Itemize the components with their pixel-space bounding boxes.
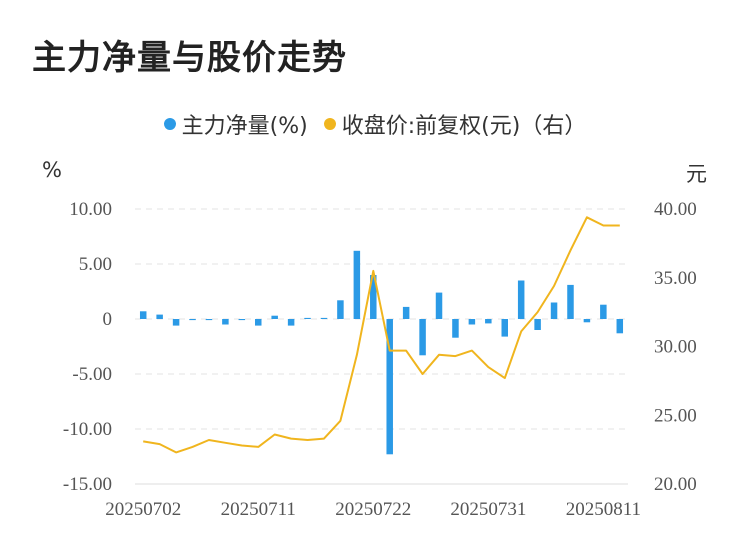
net-volume-bar <box>205 319 213 321</box>
net-volume-bar <box>255 319 262 326</box>
left-axis-unit: % <box>42 158 62 182</box>
net-volume-bar <box>189 319 196 321</box>
net-volume-bar <box>353 250 361 319</box>
legend-item-close-price[interactable]: 收盘价:前复权(元)（右） <box>323 108 587 140</box>
net-volume-bar <box>534 319 541 330</box>
right-tick-label: 35.00 <box>654 268 697 289</box>
left-tick-label: -15.00 <box>63 474 112 495</box>
net-volume-bar <box>517 280 525 319</box>
legend-marker-close-price <box>323 118 336 130</box>
net-volume-bar <box>452 319 459 338</box>
net-volume-bar <box>304 317 311 319</box>
net-volume-bar <box>485 319 492 324</box>
left-tick-label: 0 <box>103 309 113 330</box>
left-tick-label: -5.00 <box>72 364 112 385</box>
net-volume-bar <box>370 275 377 319</box>
net-volume-bar <box>320 317 328 319</box>
net-volume-bar <box>583 319 591 323</box>
net-volume-bar <box>419 319 426 356</box>
net-volume-bar <box>616 319 624 334</box>
net-volume-bar <box>271 315 278 319</box>
net-volume-bar <box>386 319 393 455</box>
net-volume-bar <box>402 306 410 319</box>
net-volume-bar <box>337 300 344 319</box>
net-volume-bar <box>435 292 443 319</box>
x-tick-label: 20250722 <box>335 499 411 520</box>
net-volume-bar <box>567 284 574 319</box>
net-volume-bar <box>222 319 229 325</box>
legend: 主力净量(%) 收盘价:前复权(元)（右） <box>0 108 750 140</box>
close-price-line <box>143 216 620 454</box>
right-tick-label: 20.00 <box>654 474 697 495</box>
left-tick-label: 10.00 <box>69 199 112 220</box>
left-tick-label: 5.00 <box>79 254 112 275</box>
net-volume-bar <box>468 319 476 325</box>
net-volume-bar <box>156 314 163 319</box>
x-tick-label: 20250702 <box>105 499 181 520</box>
x-tick-label: 20250731 <box>450 499 526 520</box>
legend-item-net-volume[interactable]: 主力净量(%) <box>163 108 308 140</box>
right-tick-label: 30.00 <box>654 337 697 358</box>
net-volume-bar <box>287 319 295 326</box>
chart-title: 主力净量与股价走势 <box>32 38 347 78</box>
net-volume-bar <box>501 319 508 337</box>
left-tick-label: -10.00 <box>63 419 112 440</box>
net-volume-bar <box>550 302 558 319</box>
legend-marker-net-volume <box>163 118 176 130</box>
legend-label-close-price: 收盘价:前复权(元)（右） <box>341 114 587 139</box>
legend-label-net-volume: 主力净量(%) <box>181 114 308 139</box>
right-tick-label: 40.00 <box>654 199 697 220</box>
x-tick-label: 20250711 <box>221 499 296 520</box>
right-tick-label: 25.00 <box>654 405 697 426</box>
right-axis-unit: 元 <box>686 162 707 186</box>
net-volume-bar <box>139 311 147 319</box>
net-volume-bar <box>600 304 607 319</box>
net-volume-bar <box>238 319 246 321</box>
net-volume-bar <box>172 319 180 326</box>
x-tick-label: 20250811 <box>566 499 641 520</box>
